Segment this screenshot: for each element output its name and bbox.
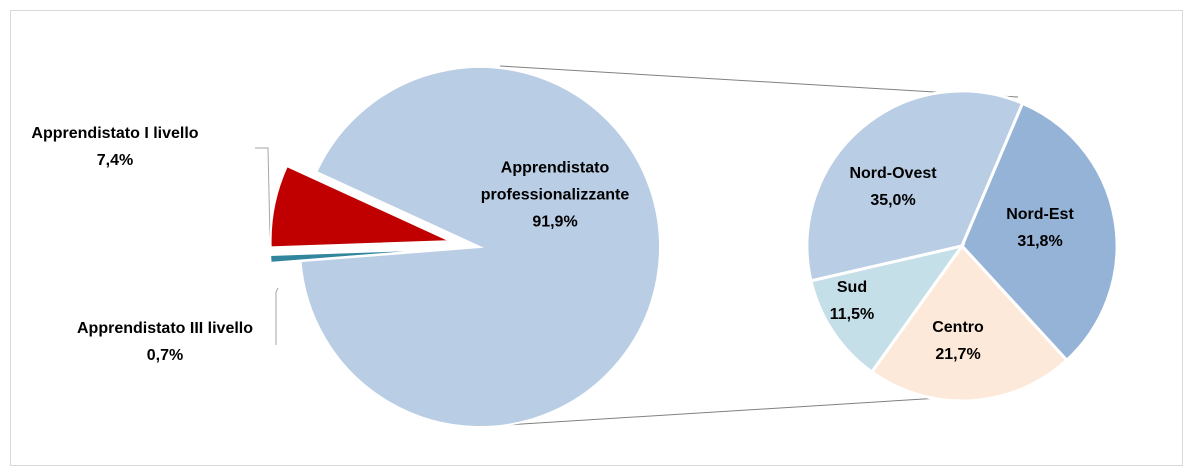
value-label: 0,7% (146, 347, 184, 364)
slice-label: Apprendistato I livello 7,4% (31, 120, 198, 174)
value-label: 7,4% (96, 152, 134, 169)
value-label: 21,7% (935, 346, 981, 363)
slice-label: Sud 11,5% (830, 274, 874, 328)
value-label: 91,9% (532, 213, 578, 231)
leader-line (275, 287, 279, 345)
pie-slice (299, 66, 661, 428)
pie-slice (809, 243, 966, 375)
value-label: 35,0% (870, 192, 916, 209)
pie-slice (269, 247, 451, 264)
category-label: Nord-Est (1006, 206, 1074, 223)
category-label: Sud (836, 279, 868, 296)
slice-label: Apprendistato professionalizzante 91,9% (445, 155, 665, 236)
connector-line (499, 65, 1019, 98)
slice-label: Nord-Ovest 35,0% (849, 160, 936, 214)
category-label: Apprendistato I livello (31, 125, 199, 142)
category-label: Centro (932, 319, 984, 336)
pie-slice (869, 243, 1069, 403)
connector-line (489, 397, 941, 427)
category-label: Apprendistato III livello (76, 320, 254, 337)
leader-line (255, 147, 271, 239)
category-label: Nord-Ovest (849, 165, 937, 182)
slice-label: Centro 21,7% (932, 314, 984, 368)
pie-slice (960, 101, 1119, 363)
pie-slice (805, 89, 1025, 283)
value-label: 11,5% (829, 306, 875, 323)
pie-slice (269, 164, 452, 249)
slice-label: Nord-Est 31,8% (1006, 201, 1074, 255)
slice-label: Apprendistato III livello 0,7% (77, 315, 253, 369)
category-label: Apprendistato professionalizzante (480, 159, 630, 204)
value-label: 31,8% (1017, 233, 1063, 250)
